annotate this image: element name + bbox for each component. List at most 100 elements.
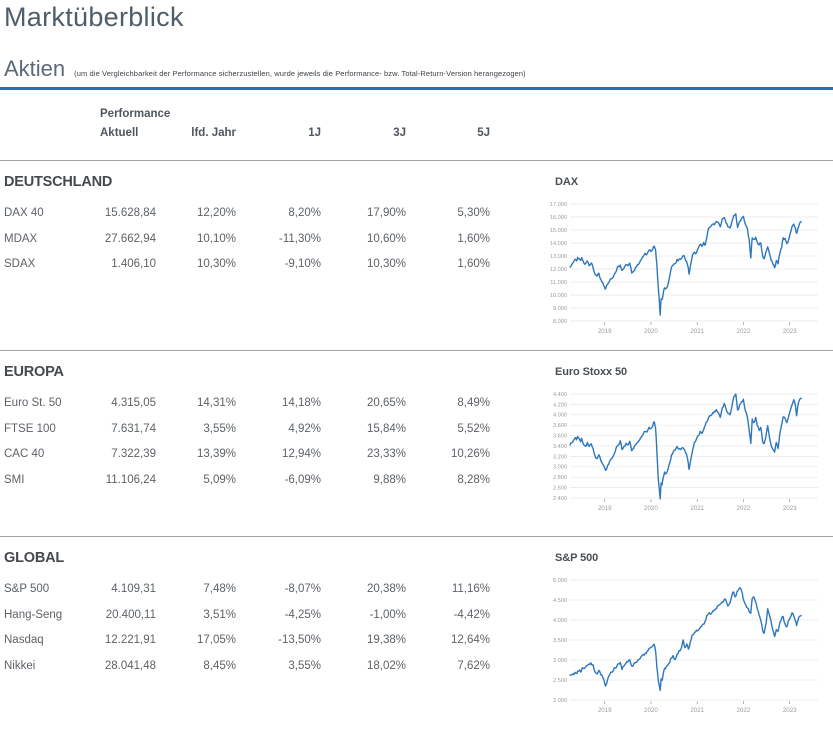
value-cell: 12.221,91 (104, 634, 156, 647)
accent-divider (0, 87, 833, 91)
index-name: CAC 40 (4, 448, 45, 461)
chart-column: S&P 500 5.000 4.500 4.000 3.500 3.000 2.500 2.… (520, 537, 833, 735)
section-global: GLOBAL S&P 500 4.109,31 7,48% -8,07% 20,38% 1… (0, 536, 833, 735)
index-name: Nikkei (4, 659, 36, 672)
col-header-1j: 1J (308, 127, 321, 140)
table-row: Hang-Seng 20.400,11 3,51% -4,25% -1,00% -4,42… (4, 602, 490, 628)
value-cell: 4.315,05 (111, 397, 156, 410)
value-cell: 1.406,10 (111, 258, 156, 271)
table-row: SDAX 1.406,10 10,30% -9,10% 10,30% 1,60% (4, 252, 490, 278)
line-chart-svg: 4.400 4.200 4.000 3.800 3.600 3.400 3.200 3.000… (553, 391, 818, 512)
y-axis-label: 16.000 (550, 214, 567, 220)
x-axis-label: 2021 (690, 328, 704, 335)
y-axis-label: 2.800 (553, 475, 567, 481)
value-cell: -8,07% (284, 583, 321, 596)
value-cell: 12,64% (450, 634, 490, 647)
chart-dax: 17.000 16.000 15.000 14.000 13.000 12.000 11.0… (540, 198, 833, 338)
value-cell: 13,39% (196, 448, 236, 461)
y-axis-label: 3.000 (553, 464, 567, 470)
index-table-europa: Euro St. 50 4.315,05 14,31% 14,18% 20,65% 8,4… (4, 391, 490, 493)
y-axis-label: 4.200 (553, 402, 567, 408)
header-group-row: Performance (4, 102, 490, 120)
y-axis-label: 3.400 (553, 443, 567, 449)
x-axis-label: 2019 (598, 707, 612, 714)
value-cell: 5,30% (457, 207, 490, 220)
table-row: S&P 500 4.109,31 7,48% -8,07% 20,38% 11,16% (4, 577, 490, 603)
value-cell: 3,55% (203, 422, 236, 435)
value-cell: 5,52% (457, 422, 490, 435)
value-cell: 1,60% (457, 232, 490, 245)
y-axis-label: 2.500 (553, 677, 567, 683)
chart-euro-stoxx-50: 4.400 4.200 4.000 3.800 3.600 3.400 3.200 3.000… (540, 388, 833, 515)
index-name: DAX 40 (4, 207, 44, 220)
value-cell: 7,62% (457, 659, 490, 672)
y-axis-label: 5.000 (553, 577, 567, 583)
value-cell: -13,50% (278, 634, 321, 647)
value-cell: 8,28% (457, 473, 490, 486)
index-name: Nasdaq (4, 634, 44, 647)
y-axis-label: 3.600 (553, 433, 567, 439)
performance-header: Performance Aktuell lfd. Jahr 1J 3J 5J (4, 102, 490, 146)
index-name: SDAX (4, 258, 36, 271)
asset-class-title: Aktien (4, 56, 66, 82)
x-axis-label: 2020 (644, 707, 658, 714)
col-header-3j: 3J (393, 127, 406, 140)
x-axis-label: 2023 (783, 707, 797, 714)
value-cell: 7.322,39 (111, 448, 156, 461)
y-axis-label: 8.000 (553, 318, 567, 324)
index-name: SMI (4, 473, 25, 486)
y-axis-label: 11.000 (550, 279, 567, 285)
value-cell: 14,18% (281, 397, 321, 410)
value-cell: 10,60% (366, 232, 406, 245)
chart-title-euro-stoxx-50: Euro Stoxx 50 (555, 366, 628, 379)
performance-group-label: Performance (100, 108, 171, 121)
index-series-line (569, 586, 802, 691)
index-series-line (569, 392, 802, 500)
value-cell: 15,84% (366, 422, 406, 435)
value-cell: 23,33% (366, 448, 406, 461)
region-heading-global: GLOBAL (4, 550, 65, 567)
x-axis-label: 2023 (783, 328, 797, 335)
table-row: Nasdaq 12.221,91 17,05% -13,50% 19,38% 12,64% (4, 628, 490, 654)
value-cell: 17,05% (196, 634, 236, 647)
value-cell: 1,60% (457, 258, 490, 271)
x-axis-label: 2022 (737, 328, 751, 335)
y-axis-label: 13.000 (550, 253, 567, 259)
index-name: MDAX (4, 232, 38, 245)
table-row: Nikkei 28.041,48 8,45% 3,55% 18,02% 7,62% (4, 653, 490, 679)
chart-title-sp-500: S&P 500 (555, 552, 599, 565)
value-cell: 12,20% (196, 207, 236, 220)
table-row: MDAX 27.662,94 10,10% -11,30% 10,60% 1,60% (4, 226, 490, 252)
chart-column: Euro Stoxx 50 4.400 4.200 4.000 3.800 3.600 3… (520, 351, 833, 536)
value-cell: -1,00% (369, 608, 406, 621)
value-cell: 12,94% (281, 448, 321, 461)
region-heading-deutschland: DEUTSCHLAND (4, 174, 113, 191)
x-axis-label: 2021 (690, 505, 704, 512)
value-cell: 5,09% (203, 473, 236, 486)
value-cell: 4,92% (288, 422, 321, 435)
value-cell: 15.628,84 (104, 207, 156, 220)
y-axis-label: 17.000 (550, 201, 567, 207)
value-cell: 4.109,31 (111, 583, 156, 596)
value-cell: 8,45% (203, 659, 236, 672)
section-deutschland: DEUTSCHLAND DAX 40 15.628,84 12,20% 8,20% 17… (0, 160, 833, 350)
value-cell: 20,38% (366, 583, 406, 596)
x-axis-label: 2021 (690, 707, 704, 714)
x-axis-label: 2019 (598, 328, 612, 335)
x-axis-label: 2023 (783, 505, 797, 512)
header-cols-row: Aktuell lfd. Jahr 1J 3J 5J (4, 120, 490, 146)
y-axis-label: 4.000 (553, 412, 567, 418)
value-cell: 9,88% (373, 473, 406, 486)
value-cell: 19,38% (366, 634, 406, 647)
x-axis-label: 2022 (737, 707, 751, 714)
value-cell: 3,51% (203, 608, 236, 621)
value-cell: 7.631,74 (111, 422, 156, 435)
y-axis-label: 3.000 (553, 657, 567, 663)
value-cell: -4,42% (453, 608, 490, 621)
y-axis-label: 9.000 (553, 305, 567, 311)
value-cell: 27.662,94 (104, 232, 156, 245)
y-axis-label: 15.000 (550, 227, 567, 233)
value-cell: 11,16% (451, 583, 490, 596)
subtitle-row: Aktien (um die Vergleichbarkeit der Perf… (4, 56, 833, 81)
